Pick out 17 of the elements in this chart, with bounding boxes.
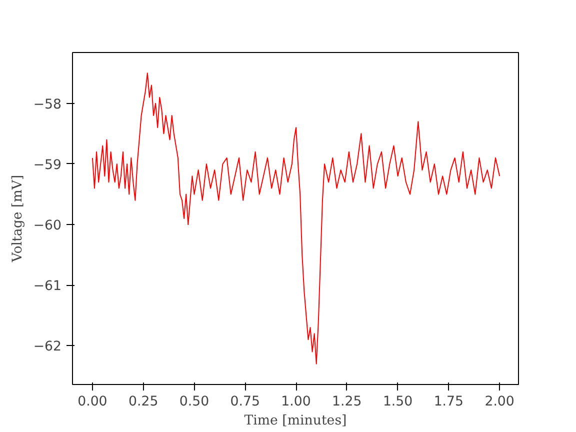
y-tick-label: −58 bbox=[33, 97, 62, 112]
x-tick-label: 1.00 bbox=[281, 394, 311, 410]
y-tick-label: −61 bbox=[33, 279, 62, 294]
x-axis-title: Time [minutes] bbox=[244, 414, 347, 428]
x-tick-label: 0.75 bbox=[230, 394, 260, 410]
x-tick-label: 0.00 bbox=[78, 394, 108, 410]
x-tick-label: 1.75 bbox=[434, 394, 464, 410]
y-tick-label: −62 bbox=[33, 340, 62, 355]
x-tick-label: 1.25 bbox=[332, 394, 362, 410]
line-series bbox=[92, 72, 500, 364]
x-tick-label: 0.50 bbox=[179, 394, 210, 410]
y-tick-label: −60 bbox=[33, 218, 62, 234]
x-tick-label: 2.00 bbox=[484, 394, 514, 410]
y-tick-label: −59 bbox=[33, 158, 62, 173]
x-tick-label: 1.50 bbox=[382, 394, 413, 410]
y-axis-title: Voltage [mV] bbox=[10, 174, 26, 264]
x-tick-label: 0.25 bbox=[128, 394, 158, 410]
